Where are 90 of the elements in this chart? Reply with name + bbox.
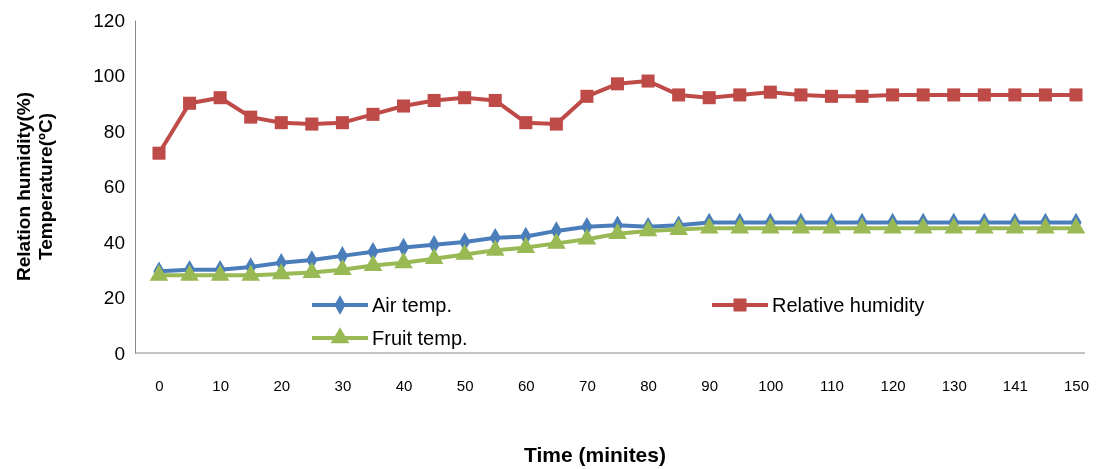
point bbox=[733, 88, 747, 102]
point bbox=[302, 261, 322, 278]
point bbox=[1069, 88, 1083, 102]
point bbox=[458, 91, 472, 105]
y-tick-label: 60 bbox=[103, 176, 125, 198]
x-tick-label: 80 bbox=[640, 376, 657, 394]
y-tick-label: 80 bbox=[103, 120, 125, 142]
point bbox=[366, 107, 380, 121]
point bbox=[883, 217, 902, 234]
point bbox=[1008, 88, 1022, 102]
point bbox=[271, 263, 291, 280]
x-tick-label: 90 bbox=[701, 376, 719, 394]
point bbox=[455, 243, 474, 260]
point bbox=[913, 217, 933, 234]
point bbox=[577, 228, 597, 245]
y-tick-label: 40 bbox=[103, 231, 125, 253]
point bbox=[488, 93, 502, 107]
point bbox=[274, 116, 288, 130]
point bbox=[702, 91, 716, 105]
point bbox=[886, 88, 900, 102]
point bbox=[761, 217, 780, 234]
point bbox=[855, 89, 869, 103]
legend-label: Relative humidity bbox=[772, 294, 925, 316]
x-tick-label: 40 bbox=[395, 376, 413, 394]
point bbox=[152, 146, 166, 160]
point bbox=[672, 88, 686, 102]
point bbox=[608, 222, 627, 240]
point bbox=[641, 74, 655, 88]
y-axis-title: Relation humidity(%) Temperature(ºC) bbox=[13, 92, 56, 281]
x-tick-label: 30 bbox=[334, 376, 352, 394]
point bbox=[824, 89, 838, 103]
x-axis-title: Time (minites) bbox=[524, 443, 666, 466]
point bbox=[791, 217, 811, 234]
point bbox=[822, 217, 841, 234]
x-tick-label: 70 bbox=[579, 376, 596, 394]
x-tick-label: 130 bbox=[941, 376, 967, 394]
x-tick-label: 120 bbox=[880, 376, 906, 394]
point bbox=[1005, 217, 1025, 234]
y-tick-label: 120 bbox=[93, 9, 125, 31]
point bbox=[947, 88, 961, 102]
point bbox=[794, 88, 808, 102]
point bbox=[916, 88, 930, 102]
point bbox=[944, 217, 964, 234]
point bbox=[485, 239, 505, 256]
point bbox=[305, 117, 319, 131]
x-tick-label: 0 bbox=[155, 376, 164, 394]
x-tick-label: 150 bbox=[1063, 376, 1090, 394]
point bbox=[549, 117, 563, 131]
x-tick-label: 60 bbox=[517, 376, 535, 394]
point bbox=[638, 220, 658, 237]
point bbox=[210, 264, 230, 281]
point bbox=[699, 217, 719, 234]
point bbox=[244, 110, 258, 124]
point bbox=[516, 236, 536, 253]
legend-label: Fruit temp. bbox=[372, 327, 468, 349]
point bbox=[580, 89, 594, 103]
point bbox=[397, 99, 411, 113]
point bbox=[852, 217, 872, 234]
y-tick-label: 100 bbox=[93, 65, 125, 87]
point bbox=[1036, 217, 1055, 234]
point bbox=[183, 96, 197, 110]
point bbox=[333, 259, 352, 276]
point bbox=[241, 264, 261, 281]
point bbox=[427, 93, 441, 107]
point bbox=[730, 217, 750, 234]
point bbox=[335, 116, 349, 130]
x-tick-label: 50 bbox=[456, 376, 474, 394]
y-tick-label: 20 bbox=[103, 287, 125, 309]
x-tick-label: 20 bbox=[273, 376, 291, 394]
point bbox=[180, 264, 199, 281]
point bbox=[1066, 217, 1086, 234]
x-tick-label: 10 bbox=[212, 376, 229, 394]
point bbox=[213, 91, 227, 105]
x-tick-label: 141 bbox=[1002, 376, 1028, 394]
point bbox=[547, 232, 566, 249]
x-tick-label: 100 bbox=[758, 376, 784, 394]
point bbox=[669, 218, 688, 235]
point bbox=[394, 252, 413, 269]
point bbox=[149, 264, 169, 281]
point bbox=[977, 88, 991, 102]
point bbox=[610, 77, 625, 91]
point bbox=[519, 116, 533, 130]
point bbox=[1038, 88, 1052, 102]
y-tick-label: 0 bbox=[114, 342, 125, 364]
point bbox=[363, 254, 383, 271]
x-tick-label: 110 bbox=[820, 376, 844, 394]
point bbox=[424, 247, 444, 265]
legend-label: Air temp. bbox=[372, 294, 453, 316]
point bbox=[974, 217, 994, 234]
point bbox=[763, 85, 777, 99]
